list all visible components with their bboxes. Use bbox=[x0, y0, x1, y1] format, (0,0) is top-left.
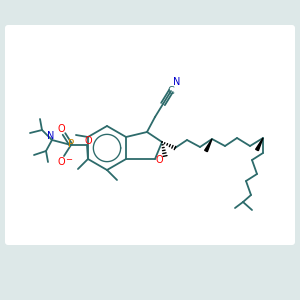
Text: O: O bbox=[155, 155, 163, 165]
Text: P: P bbox=[68, 139, 74, 149]
Text: O: O bbox=[57, 157, 65, 167]
Polygon shape bbox=[256, 138, 263, 151]
Text: −: − bbox=[65, 155, 73, 164]
Text: N: N bbox=[47, 131, 55, 141]
Text: O: O bbox=[57, 124, 65, 134]
Text: N: N bbox=[173, 77, 181, 87]
FancyBboxPatch shape bbox=[5, 25, 295, 245]
Polygon shape bbox=[205, 139, 212, 152]
Text: C: C bbox=[168, 86, 174, 96]
Text: O: O bbox=[84, 136, 92, 146]
